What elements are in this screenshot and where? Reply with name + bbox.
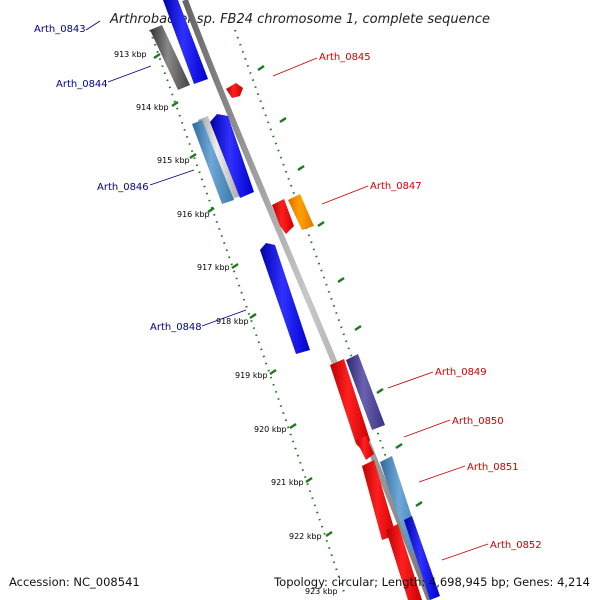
gene-labels-minus: Arth_0843 Arth_0844 Arth_0846 Arth_0848 xyxy=(34,24,202,333)
gene-arth-0846-feature xyxy=(192,120,234,204)
tick-label: 914 kbp xyxy=(136,103,169,112)
gene-label-arth-0852[interactable]: Arth_0852 xyxy=(490,540,542,551)
tick-label: 917 kbp xyxy=(197,263,230,272)
gene-arth-0850-minus-feature xyxy=(346,354,385,430)
gene-label-arth-0846[interactable]: Arth_0846 xyxy=(97,182,149,193)
tick-label: 919 kbp xyxy=(235,371,268,380)
gene-label-arth-0843[interactable]: Arth_0843 xyxy=(34,24,86,35)
tick-label: 923 kbp xyxy=(305,587,338,596)
gene-label-arth-0851[interactable]: Arth_0851 xyxy=(467,462,519,473)
gene-label-arth-0844[interactable]: Arth_0844 xyxy=(56,79,108,90)
gene-label-arth-0845[interactable]: Arth_0845 xyxy=(319,52,371,63)
gene-arth-0844-feature xyxy=(150,25,190,90)
tick-labels: 913 kbp 914 kbp 915 kbp 916 kbp 917 kbp … xyxy=(114,50,338,596)
gene-arth-0851-feature xyxy=(362,460,396,540)
genome-backbone xyxy=(182,0,433,600)
gene-arth-0849-feature xyxy=(330,359,370,452)
tick-label: 915 kbp xyxy=(157,156,190,165)
summary-text: Topology: circular; Length: 4,698,945 bp… xyxy=(273,575,590,589)
gene-arth-0847-feature xyxy=(272,199,294,234)
accession-text: Accession: NC_008541 xyxy=(9,575,140,589)
right-track-dashes xyxy=(257,64,423,508)
gene-label-arth-0850[interactable]: Arth_0850 xyxy=(452,416,504,427)
gene-arth-0843-feature xyxy=(163,0,208,84)
gene-arth-0847b-feature xyxy=(288,194,314,230)
left-track-dashes xyxy=(153,52,333,538)
tick-label: 918 kbp xyxy=(216,317,249,326)
gene-arth-0852-minus-feature xyxy=(404,516,440,600)
gene-arth-0845-feature xyxy=(226,83,243,98)
tick-label: 920 kbp xyxy=(254,425,287,434)
tick-label: 913 kbp xyxy=(114,50,147,59)
tick-label: 916 kbp xyxy=(177,210,210,219)
gene-arth-0848-feature xyxy=(260,243,310,354)
tick-label: 922 kbp xyxy=(289,532,322,541)
gene-label-arth-0848[interactable]: Arth_0848 xyxy=(150,322,202,333)
map-title: Arthrobacter sp. FB24 chromosome 1, comp… xyxy=(109,12,490,27)
gene-arth-0852-feature xyxy=(386,524,422,600)
gene-label-arth-0847[interactable]: Arth_0847 xyxy=(370,181,422,192)
gene-arth-0846b-feature xyxy=(210,114,254,198)
tick-label: 921 kbp xyxy=(271,478,304,487)
leader-lines-minus xyxy=(85,20,247,327)
genes-plus-strand xyxy=(226,83,422,600)
gene-arth-0849b-feature xyxy=(356,436,374,460)
gene-labels-plus: Arth_0845 Arth_0847 Arth_0849 Arth_0850 … xyxy=(319,52,542,551)
gene-label-arth-0849[interactable]: Arth_0849 xyxy=(435,367,487,378)
leader-lines-plus xyxy=(272,57,489,561)
genes-minus-strand xyxy=(150,0,440,600)
